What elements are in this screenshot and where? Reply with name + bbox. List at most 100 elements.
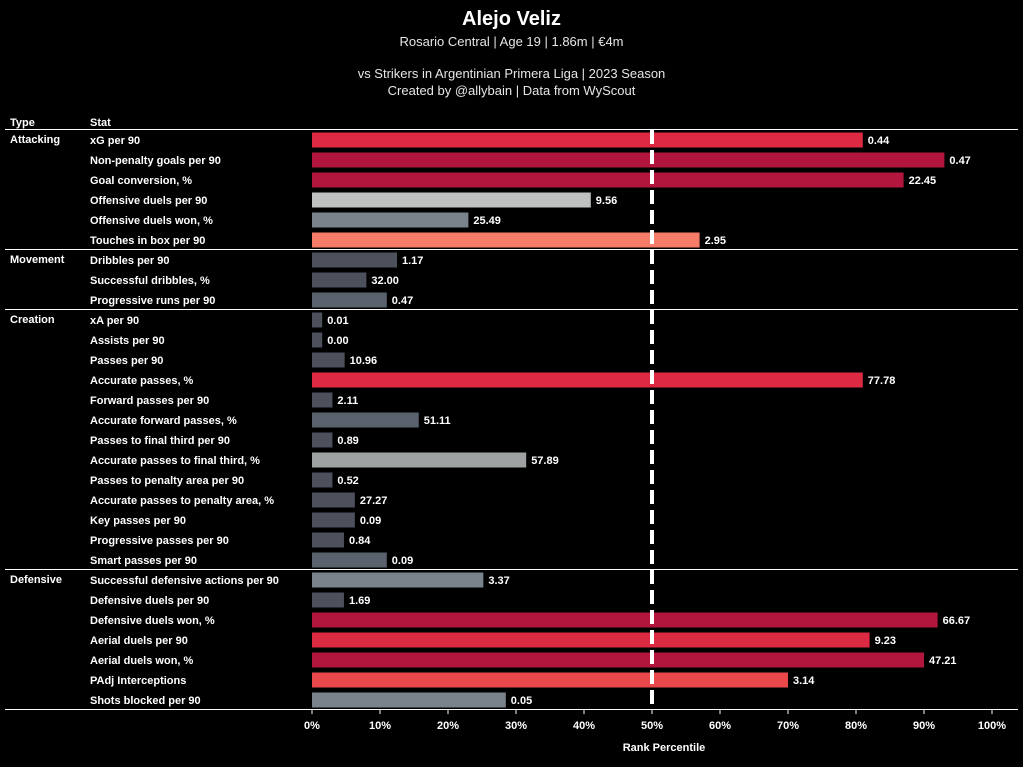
column-header-type: Type [10,117,35,129]
percentile-bar [312,312,323,328]
player-info: Rosario Central | Age 19 | 1.86m | €4m [399,34,624,49]
value-label: 77.78 [868,375,896,387]
stat-label: Accurate passes to penalty area, % [90,495,274,507]
stat-label: Dribbles per 90 [90,255,169,267]
x-tick-label: 70% [777,720,799,732]
percentile-bar [312,352,345,368]
percentile-bar [312,132,863,148]
percentile-bar [312,692,506,708]
chart-title: Alejo Veliz [462,8,561,30]
value-label: 32.00 [371,275,399,287]
stat-label: Aerial duels per 90 [90,635,188,647]
stat-label: Progressive passes per 90 [90,535,229,547]
percentile-bar [312,332,323,348]
value-label: 9.23 [875,635,896,647]
percentile-bar [312,592,344,608]
group-label: Creation [10,314,55,326]
percentile-bar [312,672,788,688]
x-tick-label: 100% [978,720,1006,732]
stat-label: Accurate passes, % [90,375,194,387]
x-axis-label: Rank Percentile [623,742,706,754]
percentile-bar [312,572,484,588]
value-label: 0.89 [337,435,358,447]
group-label: Movement [10,254,65,266]
percentile-bar [312,472,333,488]
percentile-bar [312,612,938,628]
credit-line: Created by @allybain | Data from WyScout [387,83,636,98]
percentile-bar [312,272,367,288]
percentile-bar [312,172,904,188]
value-label: 0.00 [327,335,348,347]
percentile-bar [312,252,397,268]
value-label: 3.37 [488,575,509,587]
value-label: 10.96 [350,355,378,367]
stat-label: Passes to final third per 90 [90,435,230,447]
value-label: 0.09 [392,555,413,567]
x-tick-label: 30% [505,720,527,732]
stat-label: Offensive duels per 90 [90,195,207,207]
stat-label: xG per 90 [90,135,140,147]
x-tick-label: 50% [641,720,663,732]
value-label: 22.45 [909,175,937,187]
value-label: 51.11 [424,415,451,427]
x-tick-label: 40% [573,720,595,732]
stat-label: Touches in box per 90 [90,235,205,247]
stat-label: Defensive duels per 90 [90,595,209,607]
percentile-bar [312,632,870,648]
value-label: 27.27 [360,495,388,507]
value-label: 2.11 [337,395,358,407]
stat-label: Successful dribbles, % [90,275,210,287]
group-label: Attacking [10,134,60,146]
stat-label: Goal conversion, % [90,175,192,187]
stat-label: Successful defensive actions per 90 [90,575,279,587]
stat-label: Progressive runs per 90 [90,295,215,307]
column-header-stat: Stat [90,117,111,129]
stat-label: Smart passes per 90 [90,555,197,567]
percentile-bar [312,512,355,528]
value-label: 1.69 [349,595,370,607]
percentile-bar [312,392,333,408]
value-label: 0.01 [327,315,348,327]
stat-label: Key passes per 90 [90,515,186,527]
value-label: 57.89 [531,455,559,467]
percentile-bar [312,152,945,168]
percentile-bar [312,432,333,448]
percentile-bar [312,552,387,568]
comparison-context: vs Strikers in Argentinian Primera Liga … [357,66,666,81]
value-label: 2.95 [705,235,726,247]
value-label: 0.84 [349,535,371,547]
x-tick-label: 0% [304,720,320,732]
percentile-bar [312,412,419,428]
percentile-bar [312,292,387,308]
value-label: 47.21 [929,655,957,667]
stat-label: Offensive duels won, % [90,215,213,227]
value-label: 0.52 [337,475,358,487]
value-label: 1.17 [402,255,423,267]
stat-label: Accurate forward passes, % [90,415,237,427]
x-tick-label: 80% [845,720,867,732]
percentile-bar [312,652,924,668]
value-label: 0.05 [511,695,532,707]
stat-label: Non-penalty goals per 90 [90,155,221,167]
percentile-bar [312,532,344,548]
stat-label: Passes to penalty area per 90 [90,475,244,487]
percentile-bar [312,192,591,208]
percentile-bar [312,232,700,248]
percentile-bar [312,212,469,228]
stat-label: Passes per 90 [90,355,163,367]
stat-label: Shots blocked per 90 [90,695,201,707]
percentile-bar [312,452,527,468]
value-label: 25.49 [473,215,501,227]
x-tick-label: 10% [369,720,391,732]
stat-label: PAdj Interceptions [90,675,186,687]
value-label: 66.67 [943,615,971,627]
value-label: 0.09 [360,515,381,527]
value-label: 3.14 [793,675,815,687]
value-label: 0.44 [868,135,890,147]
x-tick-label: 20% [437,720,459,732]
stat-label: Forward passes per 90 [90,395,209,407]
x-tick-label: 60% [709,720,731,732]
percentile-bar [312,492,355,508]
x-tick-label: 90% [913,720,935,732]
